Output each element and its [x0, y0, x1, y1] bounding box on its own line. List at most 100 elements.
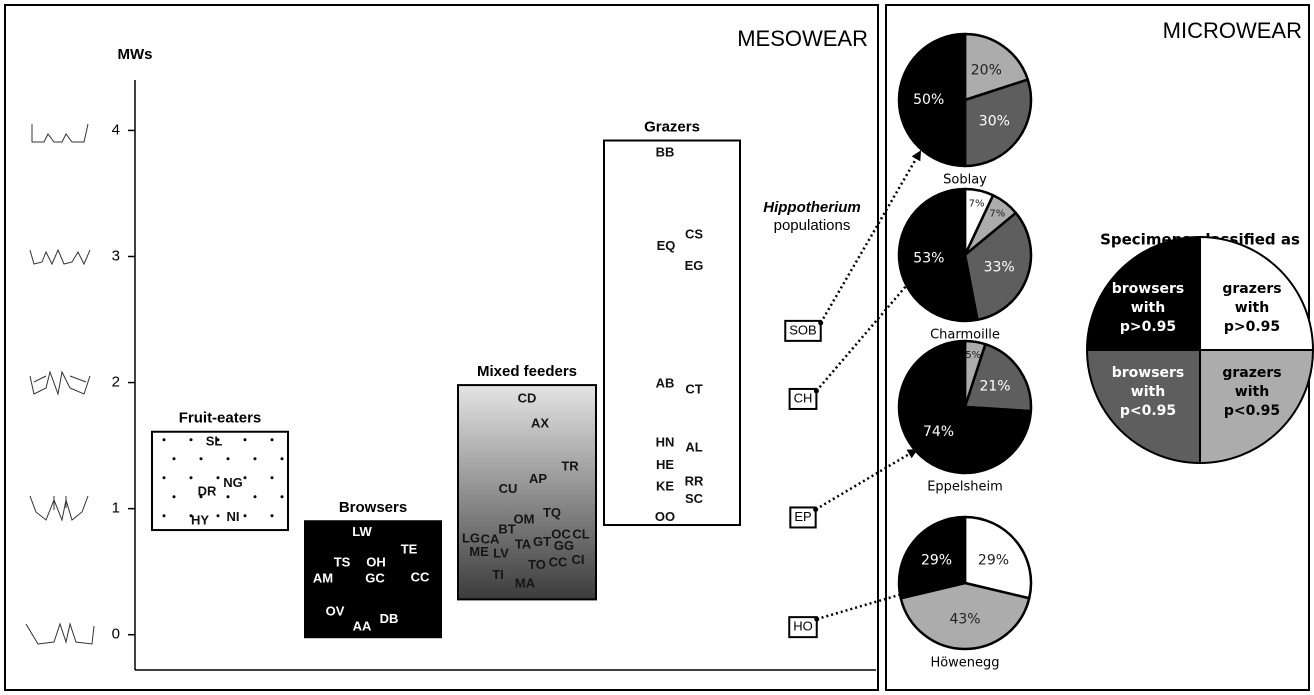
species-label: HN	[656, 435, 675, 450]
population-label: CH	[794, 390, 813, 405]
dot	[189, 476, 193, 480]
legend-label: browsers	[1112, 281, 1185, 297]
dot	[253, 457, 257, 461]
panel-title: MICROWEAR	[1163, 18, 1302, 43]
species-label: HE	[656, 457, 674, 472]
pie-value-label: 53%	[913, 250, 944, 266]
pie-name: Charmoille	[930, 328, 1000, 343]
dot	[253, 495, 257, 499]
legend-swatch	[1085, 349, 1201, 465]
species-label: LW	[352, 524, 372, 539]
legend-label: with	[1235, 300, 1269, 316]
dot	[162, 438, 166, 442]
species-label: GT	[533, 534, 551, 549]
population-label: SOB	[789, 322, 816, 337]
legend-label: with	[1235, 384, 1269, 400]
legend-label: p>0.95	[1224, 319, 1280, 335]
dot	[189, 438, 193, 442]
pie-value-label: 43%	[949, 611, 980, 627]
panel-title: MESOWEAR	[737, 26, 868, 51]
species-label: AX	[531, 416, 549, 431]
species-label: DB	[380, 611, 399, 626]
group-title: Grazers	[644, 118, 700, 135]
mesowear-panel	[4, 4, 879, 691]
species-label: DR	[198, 484, 217, 499]
species-label: SL	[206, 433, 223, 448]
species-label: HY	[191, 513, 209, 528]
population-box	[788, 387, 818, 410]
pie-value-label: 30%	[979, 113, 1010, 129]
pie-value-label: 29%	[978, 552, 1009, 568]
legend-swatch	[1199, 349, 1314, 465]
legend-label: grazers	[1222, 365, 1281, 381]
arrow	[815, 270, 920, 392]
arrow	[816, 587, 918, 621]
species-label: LG	[462, 530, 480, 545]
pie-name: Höwenegg	[930, 656, 999, 671]
y-axis-title: MWs	[118, 46, 153, 63]
dot	[243, 438, 247, 442]
species-label: CL	[572, 527, 589, 542]
pie-value-label: 29%	[921, 552, 952, 568]
dot	[216, 514, 220, 518]
dot	[226, 457, 230, 461]
group-box	[457, 384, 597, 601]
legend-label: with	[1131, 384, 1165, 400]
group-box	[603, 139, 741, 527]
pie-name: Eppelsheim	[927, 480, 1003, 495]
species-label: TR	[561, 458, 579, 473]
pie-slice	[897, 32, 967, 168]
y-tick-label: 2	[112, 374, 120, 391]
species-label: CI	[572, 552, 585, 567]
dot	[280, 457, 284, 461]
species-label: CC	[549, 554, 568, 569]
pie-value-label: 7%	[989, 208, 1005, 219]
species-label: LV	[493, 545, 509, 560]
legend-label: with	[1131, 300, 1165, 316]
group-box	[304, 520, 442, 639]
dot	[243, 476, 247, 480]
legend-swatch	[1199, 235, 1314, 351]
group-title: Fruit-eaters	[179, 410, 262, 427]
species-label: MA	[515, 576, 536, 591]
species-label: CD	[518, 390, 537, 405]
pie-slice	[963, 78, 1033, 168]
species-label: NG	[223, 475, 243, 490]
legend-label: grazers	[1222, 281, 1281, 297]
species-label: TE	[401, 542, 418, 557]
population-label: HO	[793, 619, 813, 634]
pie-slice	[897, 187, 979, 323]
dot	[226, 495, 230, 499]
pie-value-label: 7%	[969, 198, 985, 209]
dot	[280, 495, 284, 499]
tooth-icons	[25, 123, 95, 645]
dot	[270, 514, 274, 518]
pie-slice	[963, 211, 1033, 322]
pie-slice	[963, 342, 1033, 413]
dot	[162, 514, 166, 518]
species-label: TI	[492, 567, 504, 582]
dot	[172, 457, 176, 461]
species-label: TQ	[543, 505, 561, 520]
arrow	[815, 448, 918, 511]
marks: 0 1 2 3 4 Fruit-eaters SL NG DR NI HY Browsers LW TE T…	[112, 32, 1314, 671]
species-label: AM	[313, 571, 333, 586]
group-title: Browsers	[339, 499, 407, 516]
pie-value-label: 33%	[984, 259, 1015, 275]
dot	[216, 438, 220, 442]
population-label: EP	[794, 509, 811, 524]
y-tick-label: 1	[112, 500, 120, 517]
species-label: CU	[499, 481, 518, 496]
group-title: Mixed feeders	[477, 363, 577, 380]
species-label: CT	[685, 382, 702, 397]
species-label: AP	[529, 471, 547, 486]
populations-title: populations	[774, 217, 851, 234]
dot	[216, 476, 220, 480]
species-label: NI	[227, 509, 240, 524]
species-label: OH	[366, 554, 386, 569]
population-box	[788, 616, 818, 639]
dot	[199, 457, 203, 461]
species-label: RR	[685, 474, 704, 489]
pie-value-label: 5%	[965, 350, 981, 361]
